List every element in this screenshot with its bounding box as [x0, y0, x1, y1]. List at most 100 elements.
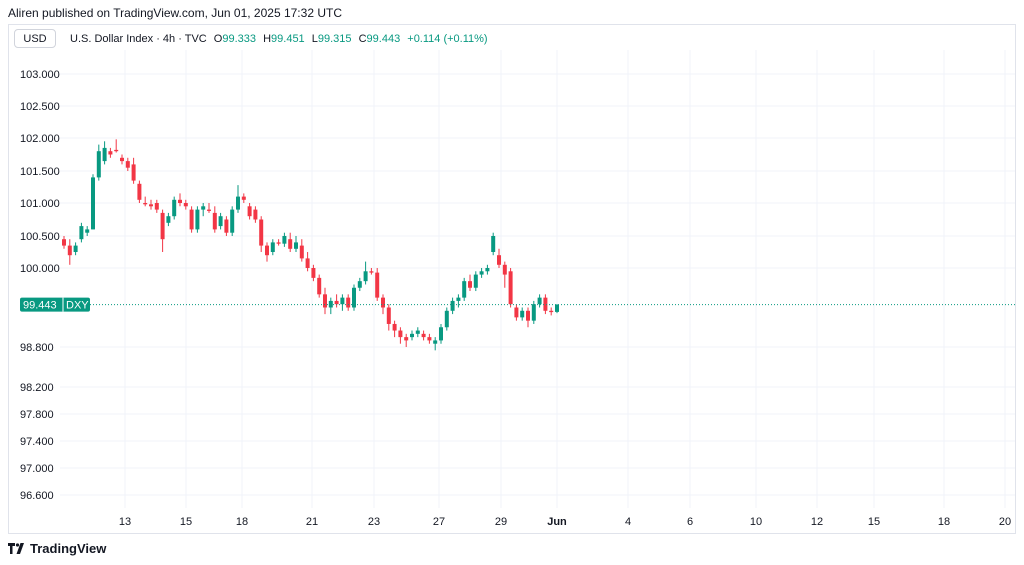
- candle: [276, 239, 281, 246]
- candle: [154, 199, 159, 213]
- footer-brand-text: TradingView: [30, 541, 107, 556]
- candle: [392, 320, 397, 338]
- candle: [491, 232, 496, 256]
- last-price-badge: 99.443 DXY: [20, 297, 90, 312]
- candle: [543, 294, 548, 315]
- candle: [346, 294, 351, 311]
- candle: [241, 193, 246, 203]
- candle: [195, 206, 200, 233]
- x-tick-label: 23: [368, 516, 380, 528]
- candle: [531, 300, 536, 324]
- x-tick-label: 10: [750, 516, 762, 528]
- y-tick-label: 97.400: [20, 436, 54, 448]
- candle: [340, 294, 345, 311]
- symbol-tag: DXY: [66, 300, 89, 312]
- chart-grid: [60, 50, 1015, 508]
- legend-close-label: C: [358, 33, 367, 45]
- candle: [178, 193, 182, 207]
- candle: [468, 274, 472, 292]
- legend-change: +0.114 (+0.11%): [407, 33, 488, 45]
- candle: [294, 236, 298, 252]
- candle: [317, 274, 322, 298]
- x-axis-labels: 13 15 18 21 23 27 29 Jun 4 6 10 12 15 18 20: [119, 516, 1011, 528]
- y-tick-label: 102.000: [20, 133, 60, 145]
- candle: [381, 294, 385, 315]
- candle: [114, 139, 119, 153]
- candle: [526, 307, 530, 328]
- candle: [108, 147, 113, 158]
- candle: [131, 157, 136, 184]
- candle: [514, 304, 519, 321]
- candle: [149, 199, 153, 210]
- candle: [160, 209, 165, 252]
- candle: [375, 268, 380, 301]
- legend-open-value: 99.333: [222, 33, 257, 45]
- candle: [91, 174, 95, 230]
- candle: [270, 239, 275, 256]
- candle: [218, 212, 223, 230]
- y-tick-label: 97.000: [20, 463, 54, 475]
- x-tick-label: 15: [868, 516, 880, 528]
- candle: [259, 216, 264, 252]
- y-tick-label: 101.500: [20, 166, 60, 178]
- candle: [497, 248, 501, 268]
- x-tick-label: 13: [119, 516, 131, 528]
- legend-high-value: 99.451: [271, 33, 305, 45]
- legend-high-label: H: [263, 33, 272, 45]
- y-tick-label: 98.200: [20, 382, 54, 394]
- y-tick-label: 102.500: [20, 101, 60, 113]
- candle: [334, 294, 339, 308]
- candle: [456, 294, 461, 308]
- candle: [462, 277, 467, 301]
- candle: [415, 327, 420, 338]
- legend-low-value: 99.315: [317, 33, 352, 45]
- price-line: 99.443 DXY: [20, 297, 1015, 312]
- y-tick-label: 100.000: [20, 263, 60, 275]
- candle: [183, 199, 188, 210]
- candle: [398, 327, 403, 344]
- candle: [427, 333, 432, 344]
- candle: [473, 271, 478, 292]
- x-tick-label: 21: [306, 516, 318, 528]
- candle: [369, 268, 374, 275]
- candle: [508, 268, 513, 308]
- candle: [549, 307, 554, 316]
- legend-open-label: O: [213, 33, 223, 45]
- x-tick-label: 18: [938, 516, 950, 528]
- x-tick-label: Jun: [547, 516, 567, 528]
- candle: [212, 206, 217, 233]
- currency-button[interactable]: USD: [14, 29, 56, 48]
- y-tick-label: 98.800: [20, 342, 54, 354]
- candle: [299, 239, 304, 262]
- candle: [288, 232, 293, 252]
- candle: [67, 239, 72, 265]
- y-tick-label: 97.800: [20, 409, 54, 421]
- candle: [357, 277, 362, 292]
- published-by-line: Aliren published on TradingView.com, Jun…: [8, 6, 342, 20]
- candle: [555, 304, 559, 314]
- candle: [450, 297, 455, 315]
- y-tick-label: 101.000: [20, 198, 60, 210]
- x-tick-label: 12: [811, 516, 823, 528]
- candle: [96, 144, 101, 181]
- x-tick-label: 6: [687, 516, 693, 528]
- candle: [120, 154, 124, 165]
- candle: [85, 226, 90, 236]
- candle: [137, 180, 142, 203]
- legend-low-label: L: [311, 33, 318, 45]
- candle: [404, 333, 409, 347]
- tradingview-logo-icon: [8, 543, 24, 554]
- x-tick-label: 15: [180, 516, 192, 528]
- legend-title: U.S. Dollar Index · 4h · TVC: [70, 33, 207, 45]
- candle: [433, 337, 438, 351]
- candle: [172, 196, 177, 220]
- candle: [143, 196, 148, 207]
- legend-close-value: 99.443: [366, 33, 401, 45]
- candle: [479, 268, 484, 278]
- candle: [410, 330, 414, 341]
- candle: [265, 242, 269, 262]
- candle: [502, 261, 507, 288]
- x-tick-label: 20: [999, 516, 1011, 528]
- candle: [201, 203, 206, 217]
